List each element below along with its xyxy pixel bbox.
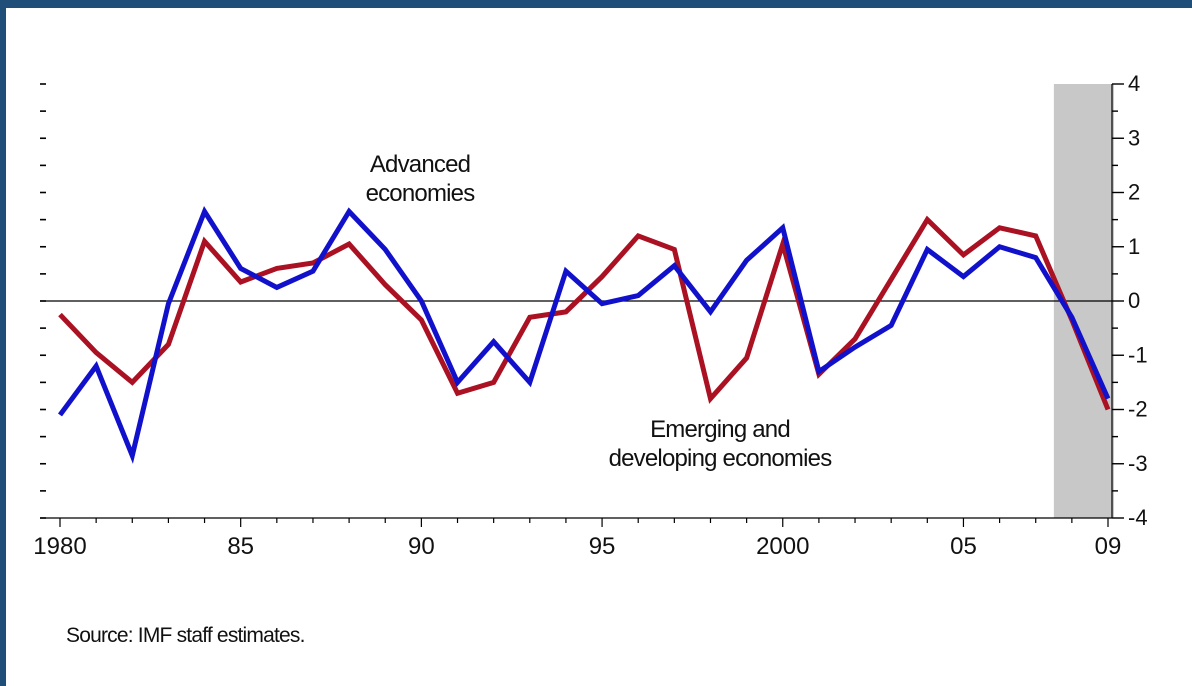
x-tick-label: 95 <box>589 533 616 560</box>
y-tick-label: 4 <box>1128 71 1140 96</box>
series-line-advanced <box>57 205 1111 464</box>
chart-frame <box>6 8 1192 686</box>
annotation-emg-line: Emerging and <box>650 416 790 443</box>
x-tick-label: 05 <box>950 533 977 560</box>
y-tick-label: 2 <box>1128 180 1140 205</box>
y-tick-label: 0 <box>1128 288 1140 313</box>
series-group <box>57 205 1111 464</box>
y-tick-label: -4 <box>1128 505 1148 530</box>
annotation-emg-line: developing economies <box>609 445 833 472</box>
x-tick-label: 90 <box>408 533 435 560</box>
x-tick-label: 2000 <box>756 533 809 560</box>
annotation-adv-line: economies <box>366 180 476 207</box>
annotation-adv-line: Advanced <box>370 151 470 178</box>
bottom-axis: 1980 85 90 95 2000 05 09 <box>33 517 1122 560</box>
y-tick-label: -1 <box>1128 342 1148 367</box>
y-tick-label: 3 <box>1128 125 1140 150</box>
left-axis-ticks <box>40 83 46 519</box>
source-note: Source: IMF staff estimates. <box>66 624 305 647</box>
y-tick-label: 1 <box>1128 234 1140 259</box>
x-tick-label: 1980 <box>33 533 86 560</box>
x-tick-label: 09 <box>1095 533 1122 560</box>
right-axis: -4 -3 -2 -1 0 1 2 3 4 <box>1111 71 1148 530</box>
x-tick-label: 85 <box>227 533 254 560</box>
series-line-emerging <box>58 215 1111 411</box>
y-tick-label: -3 <box>1128 451 1148 476</box>
y-tick-label: -2 <box>1128 397 1148 422</box>
